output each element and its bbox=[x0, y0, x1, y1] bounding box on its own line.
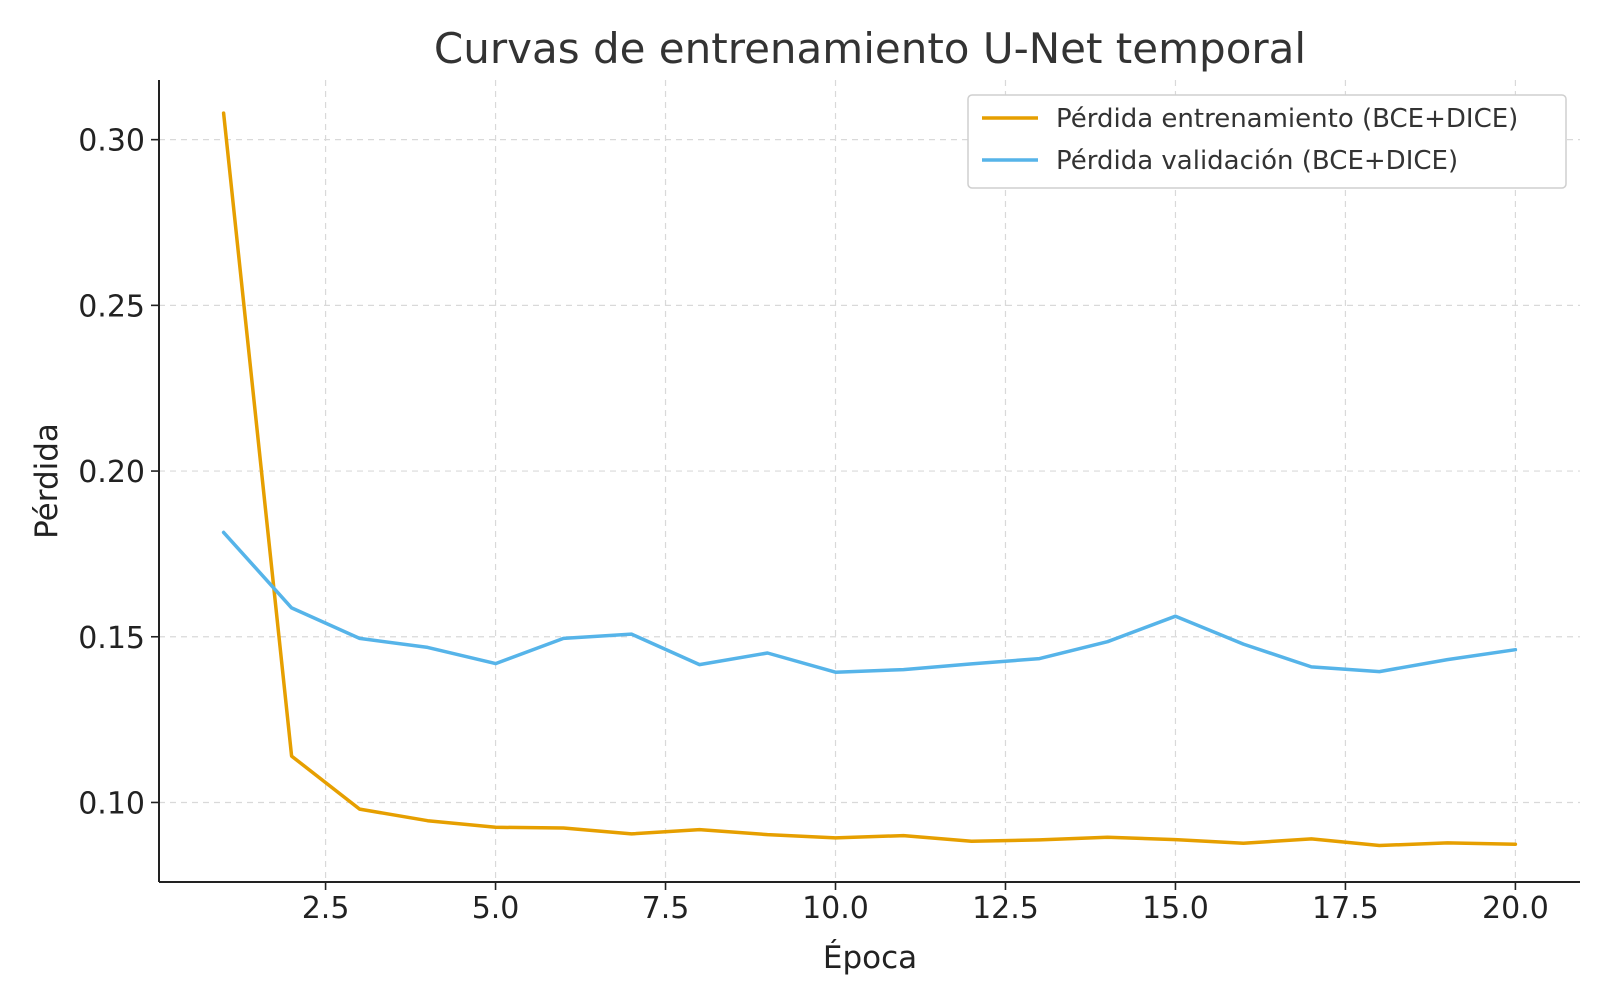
y-tick-label: 0.10 bbox=[78, 786, 145, 821]
y-tick: 0.30 bbox=[78, 124, 159, 159]
x-tick-label: 10.0 bbox=[802, 891, 869, 926]
x-axis-ticks: 2.5 5.0 7.5 10.0 12.5 15.0 17.5 20.0 bbox=[302, 882, 1549, 926]
x-tick: 7.5 bbox=[642, 882, 690, 926]
y-tick: 0.15 bbox=[78, 621, 159, 656]
x-tick-label: 20.0 bbox=[1482, 891, 1549, 926]
y-tick-label: 0.30 bbox=[78, 124, 145, 159]
x-tick-label: 15.0 bbox=[1142, 891, 1209, 926]
y-axis-ticks: 0.10 0.15 0.20 0.25 0.30 bbox=[78, 124, 159, 821]
legend-label: Pérdida validación (BCE+DICE) bbox=[1056, 146, 1458, 176]
x-tick-label: 7.5 bbox=[642, 891, 690, 926]
y-tick: 0.25 bbox=[78, 289, 159, 324]
chart-title: Curvas de entrenamiento U-Net temporal bbox=[434, 24, 1306, 73]
series-line-1 bbox=[221, 530, 1518, 674]
x-tick: 10.0 bbox=[802, 882, 869, 926]
y-tick: 0.20 bbox=[78, 455, 159, 490]
legend: Pérdida entrenamiento (BCE+DICE) Pérdida … bbox=[967, 94, 1567, 189]
y-tick-label: 0.25 bbox=[78, 289, 145, 324]
x-gridlines bbox=[324, 80, 1517, 882]
y-gridlines bbox=[159, 139, 1580, 804]
x-tick: 5.0 bbox=[472, 882, 520, 926]
x-tick: 17.5 bbox=[1312, 882, 1379, 926]
x-tick-label: 17.5 bbox=[1312, 891, 1379, 926]
series-layer bbox=[221, 111, 1518, 848]
x-tick: 15.0 bbox=[1142, 882, 1209, 926]
legend-entry-1: Pérdida validación (BCE+DICE) bbox=[982, 146, 1458, 176]
series-line-0 bbox=[221, 111, 1518, 848]
x-tick-label: 12.5 bbox=[972, 891, 1039, 926]
x-tick-label: 2.5 bbox=[302, 891, 350, 926]
x-tick-label: 5.0 bbox=[472, 891, 520, 926]
y-tick-label: 0.15 bbox=[78, 621, 145, 656]
x-tick: 20.0 bbox=[1482, 882, 1549, 926]
y-axis-title: Pérdida bbox=[29, 423, 65, 539]
legend-entry-0: Pérdida entrenamiento (BCE+DICE) bbox=[982, 104, 1518, 134]
x-tick: 2.5 bbox=[302, 882, 350, 926]
y-tick: 0.10 bbox=[78, 786, 159, 821]
x-tick: 12.5 bbox=[972, 882, 1039, 926]
legend-label: Pérdida entrenamiento (BCE+DICE) bbox=[1056, 104, 1518, 134]
x-axis-title: Época bbox=[823, 940, 917, 976]
legend-box bbox=[967, 94, 1567, 189]
y-tick-label: 0.20 bbox=[78, 455, 145, 490]
